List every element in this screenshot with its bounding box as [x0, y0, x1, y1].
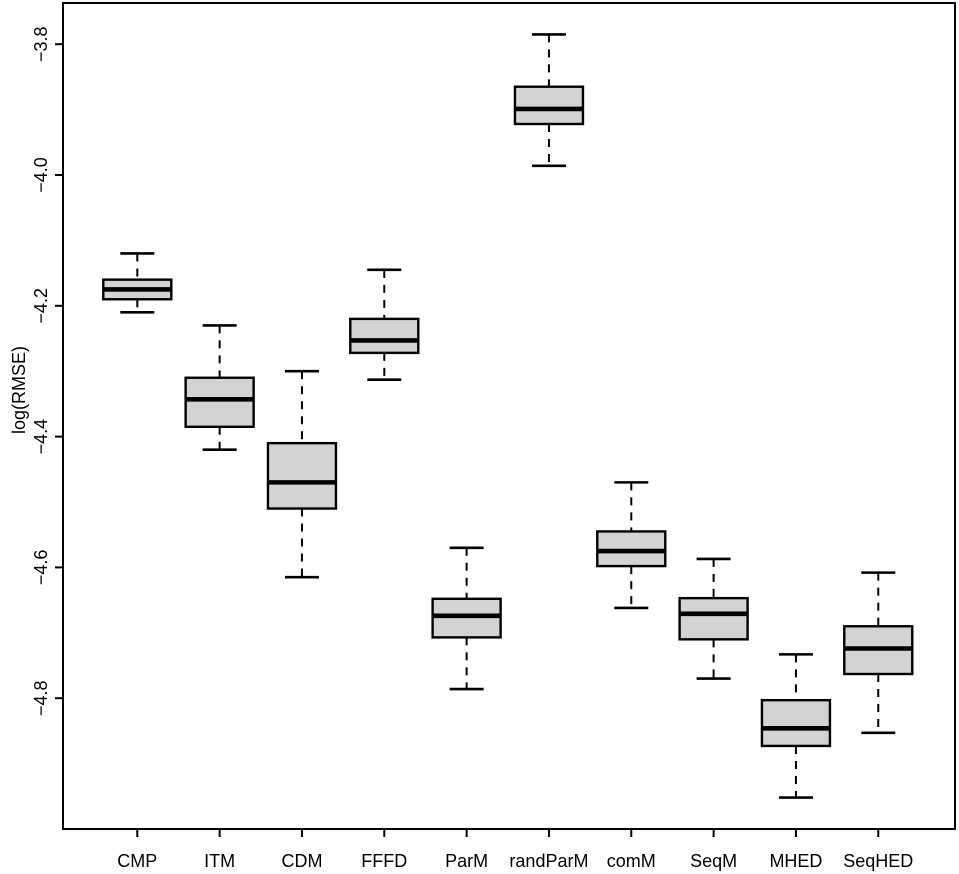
iqr-box: [678, 596, 749, 641]
box-group-CMP: [102, 252, 173, 314]
x-axis-tick-label: CMP: [117, 851, 157, 871]
x-axis-tick-label: MHED: [769, 851, 822, 871]
plot-border: [62, 2, 956, 830]
box-group-randParM: [513, 33, 585, 168]
box-group-SeqM: [678, 557, 749, 680]
x-axis-tick-label: ITM: [204, 851, 235, 871]
x-axis-tick-label: SeqM: [690, 851, 737, 871]
y-axis-title: log(RMSE): [9, 346, 29, 434]
x-axis-tick-label: randParM: [509, 851, 588, 871]
x-axis-tick-label: ParM: [445, 851, 488, 871]
box-group-CDM: [266, 369, 338, 579]
y-axis: −3.8 −4.0 −4.2 −4.4 −4.6 −4.8: [31, 26, 63, 716]
x-axis-tick-label: SeqHED: [843, 851, 913, 871]
y-axis-tick-label: −4.0: [31, 157, 51, 193]
box-group-SeqHED: [843, 571, 914, 735]
y-axis-tick-label: −4.4: [31, 419, 51, 455]
x-axis-tick-label: FFFD: [361, 851, 407, 871]
iqr-box: [184, 376, 255, 428]
box-group-ParM: [431, 546, 502, 691]
x-axis: CMP ITM CDM FFFD ParM randParM comM SeqM MHED Seq…: [117, 829, 913, 871]
box-group-FFFD: [349, 268, 420, 382]
iqr-box: [513, 85, 585, 126]
box-group-ITM: [184, 324, 255, 451]
iqr-box: [760, 698, 832, 748]
y-axis-tick-label: −4.6: [31, 550, 51, 586]
iqr-box: [266, 441, 338, 510]
y-axis-tick-label: −4.8: [31, 680, 51, 716]
box-group-comM: [596, 481, 667, 610]
iqr-box: [349, 317, 420, 355]
box-group-MHED: [760, 653, 832, 799]
x-axis-tick-label: comM: [607, 851, 656, 871]
y-axis-tick-label: −3.8: [31, 26, 51, 62]
x-axis-tick-label: CDM: [281, 851, 322, 871]
y-axis-tick-label: −4.2: [31, 288, 51, 324]
